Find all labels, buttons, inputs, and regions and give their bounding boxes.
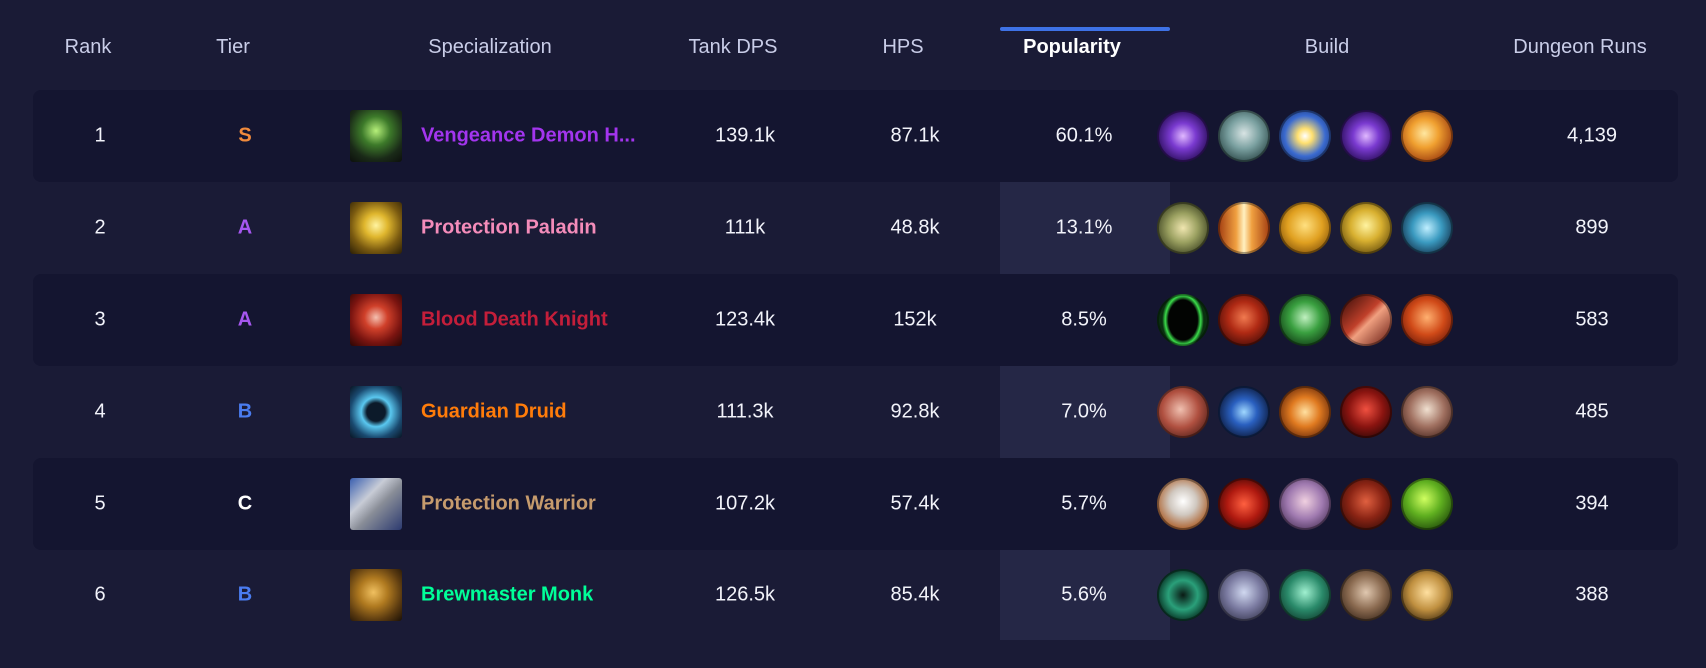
protection-warrior-icon[interactable] xyxy=(350,478,402,530)
tank-dps-value: 126.5k xyxy=(714,583,776,606)
guardian-druid-icon[interactable] xyxy=(350,386,402,438)
table-row[interactable]: 2 A Protection Paladin 111k 48.8k 13.1% 899 xyxy=(33,182,1678,274)
table-row[interactable]: 1 S Vengeance Demon H... 139.1k 87.1k 60.1% 4,… xyxy=(33,90,1678,182)
popularity-value: 7.0% xyxy=(1061,400,1107,423)
monk-brawler-talent-icon[interactable] xyxy=(1401,569,1453,621)
table-row[interactable]: 6 B Brewmaster Monk 126.5k 85.4k 5.6% 388 xyxy=(33,549,1678,641)
light-burst-talent-icon[interactable] xyxy=(1279,110,1331,162)
golden-warrior-talent-icon[interactable] xyxy=(1279,202,1331,254)
column-header-popularity[interactable]: Popularity xyxy=(1023,36,1121,58)
column-header-build[interactable]: Build xyxy=(1304,36,1350,58)
vengeance-demon-hunter-icon[interactable] xyxy=(350,110,402,162)
fire-spirit-talent-icon[interactable] xyxy=(1401,110,1453,162)
tier-badge: A xyxy=(237,216,253,239)
golden-helm-talent-icon[interactable] xyxy=(1340,202,1392,254)
blue-claw-talent-icon[interactable] xyxy=(1218,386,1270,438)
red-slash-talent-icon[interactable] xyxy=(1218,478,1270,530)
dungeon-runs-value: 394 xyxy=(1575,492,1609,515)
tier-badge: B xyxy=(237,400,253,423)
column-header-hps[interactable]: HPS xyxy=(882,36,924,58)
column-header-rank[interactable]: Rank xyxy=(64,36,112,58)
demon-fist-talent-icon[interactable] xyxy=(1340,478,1392,530)
spec-name-link[interactable]: Protection Paladin xyxy=(421,216,597,239)
hps-value: 85.4k xyxy=(890,583,940,606)
tier-badge: B xyxy=(237,583,253,606)
popularity-value: 5.7% xyxy=(1061,492,1107,515)
tier-badge: A xyxy=(237,308,253,331)
popularity-value: 8.5% xyxy=(1061,308,1107,331)
holy-pillar-talent-icon[interactable] xyxy=(1218,202,1270,254)
table-row[interactable]: 5 C Protection Warrior 107.2k 57.4k 5.7% 394 xyxy=(33,458,1678,550)
dungeon-runs-value: 583 xyxy=(1575,308,1609,331)
tier-badge: S xyxy=(238,124,252,147)
dungeon-runs-value: 899 xyxy=(1575,216,1609,239)
column-header-tank-dps[interactable]: Tank DPS xyxy=(688,36,778,58)
jade-serpent-talent-icon[interactable] xyxy=(1279,569,1331,621)
dungeon-runs-value: 485 xyxy=(1575,400,1609,423)
stone-fist-talent-icon[interactable] xyxy=(1340,569,1392,621)
tank-dps-value: 107.2k xyxy=(714,492,776,515)
jade-vortex-talent-icon[interactable] xyxy=(1157,569,1209,621)
spec-name-link[interactable]: Guardian Druid xyxy=(421,400,567,423)
green-skull-talent-icon[interactable] xyxy=(1279,294,1331,346)
spec-name-link[interactable]: Vengeance Demon H... xyxy=(421,124,636,147)
blood-shield-talent-icon[interactable] xyxy=(1401,294,1453,346)
table-row[interactable]: 4 B Guardian Druid 111.3k 92.8k 7.0% 485 xyxy=(33,366,1678,458)
hps-value: 152k xyxy=(893,308,937,331)
popularity-value: 60.1% xyxy=(1055,124,1113,147)
green-portal-talent-icon[interactable] xyxy=(1157,294,1209,346)
rank-value: 4 xyxy=(94,400,106,423)
green-orc-talent-icon[interactable] xyxy=(1401,478,1453,530)
hps-value: 48.8k xyxy=(890,216,940,239)
spec-name-link[interactable]: Blood Death Knight xyxy=(421,308,608,331)
demon-skull-talent-icon[interactable] xyxy=(1218,294,1270,346)
column-header-dungeon-runs[interactable]: Dungeon Runs xyxy=(1513,36,1647,58)
maul-talent-icon[interactable] xyxy=(1157,386,1209,438)
dungeon-runs-value: 388 xyxy=(1575,583,1609,606)
popularity-value: 13.1% xyxy=(1055,216,1113,239)
spec-name-link[interactable]: Brewmaster Monk xyxy=(421,583,594,606)
table-row[interactable]: 3 A Blood Death Knight 123.4k 152k 8.5% 583 xyxy=(33,274,1678,366)
void-orb-talent-icon[interactable] xyxy=(1340,110,1392,162)
blue-rune-talent-icon[interactable] xyxy=(1401,202,1453,254)
spirit-face-talent-icon[interactable] xyxy=(1279,478,1331,530)
rank-value: 1 xyxy=(94,124,106,147)
crimson-bear-talent-icon[interactable] xyxy=(1340,386,1392,438)
hps-value: 92.8k xyxy=(890,400,940,423)
hps-value: 57.4k xyxy=(890,492,940,515)
shield-talent-icon[interactable] xyxy=(1157,478,1209,530)
tank-dps-value: 139.1k xyxy=(714,124,776,147)
void-orb-talent-icon[interactable] xyxy=(1157,110,1209,162)
blood-death-knight-icon[interactable] xyxy=(350,294,402,346)
popularity-value: 5.6% xyxy=(1061,583,1107,606)
table-header: Rank Tier Specialization Tank DPS HPS Po… xyxy=(0,0,1706,92)
skull-talent-icon[interactable] xyxy=(1218,110,1270,162)
column-header-tier[interactable]: Tier xyxy=(216,36,250,58)
rank-value: 6 xyxy=(94,583,106,606)
dungeon-runs-value: 4,139 xyxy=(1566,124,1618,147)
column-header-specialization[interactable]: Specialization xyxy=(428,36,552,58)
rank-value: 3 xyxy=(94,308,106,331)
hps-value: 87.1k xyxy=(890,124,940,147)
rank-value: 2 xyxy=(94,216,106,239)
spirit-form-talent-icon[interactable] xyxy=(1218,569,1270,621)
spec-name-link[interactable]: Protection Warrior xyxy=(421,492,596,515)
bone-claw-talent-icon[interactable] xyxy=(1401,386,1453,438)
tank-dps-value: 123.4k xyxy=(714,308,776,331)
tier-badge: C xyxy=(237,492,253,515)
tank-dps-value: 111.3k xyxy=(716,400,774,423)
protection-paladin-icon[interactable] xyxy=(350,202,402,254)
ardent-defender-talent-icon[interactable] xyxy=(1157,202,1209,254)
blood-blade-talent-icon[interactable] xyxy=(1340,294,1392,346)
rank-value: 5 xyxy=(94,492,106,515)
tank-dps-value: 111k xyxy=(724,216,766,239)
fire-claw-talent-icon[interactable] xyxy=(1279,386,1331,438)
brewmaster-monk-icon[interactable] xyxy=(350,569,402,621)
sort-indicator xyxy=(1000,27,1170,31)
